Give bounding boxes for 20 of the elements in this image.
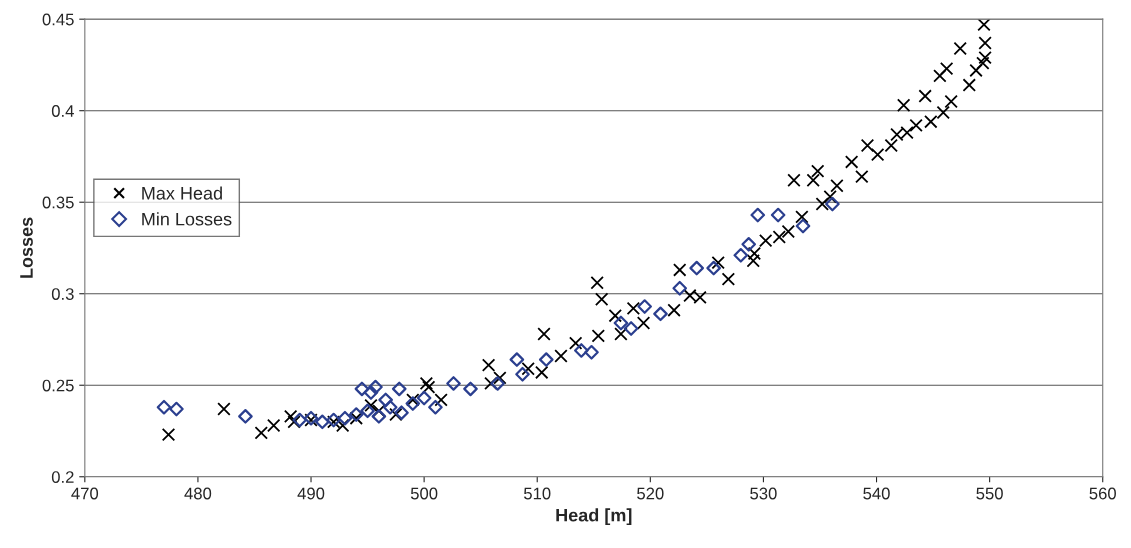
legend-label: Max Head (142, 186, 222, 200)
y-tick-label: 0.2 (51, 471, 74, 483)
y-tick-label: 0.4 (51, 105, 74, 117)
x-tick-label: 510 (523, 487, 551, 500)
x-tick-label: 550 (976, 487, 1003, 500)
x-tick-label: 530 (750, 487, 777, 500)
x-tick-label: 540 (863, 487, 890, 500)
x-tick-label: 490 (297, 487, 325, 500)
x-tick-label: 470 (71, 487, 99, 500)
y-tick-label: 0.25 (42, 379, 74, 392)
y-tick-label: 0.3 (51, 288, 74, 300)
x-tick-label: 500 (410, 487, 438, 500)
y-tick-label: 0.35 (42, 196, 74, 209)
x-tick-label: 480 (184, 487, 212, 500)
y-tick-label: 0.45 (42, 13, 74, 26)
x-tick-label: 560 (1089, 487, 1116, 500)
y-axis-title: Losses (20, 217, 33, 278)
x-axis-title: Head [m] (556, 508, 632, 526)
x-tick-label: 520 (637, 487, 664, 500)
legend-label: Min Losses (142, 212, 232, 226)
